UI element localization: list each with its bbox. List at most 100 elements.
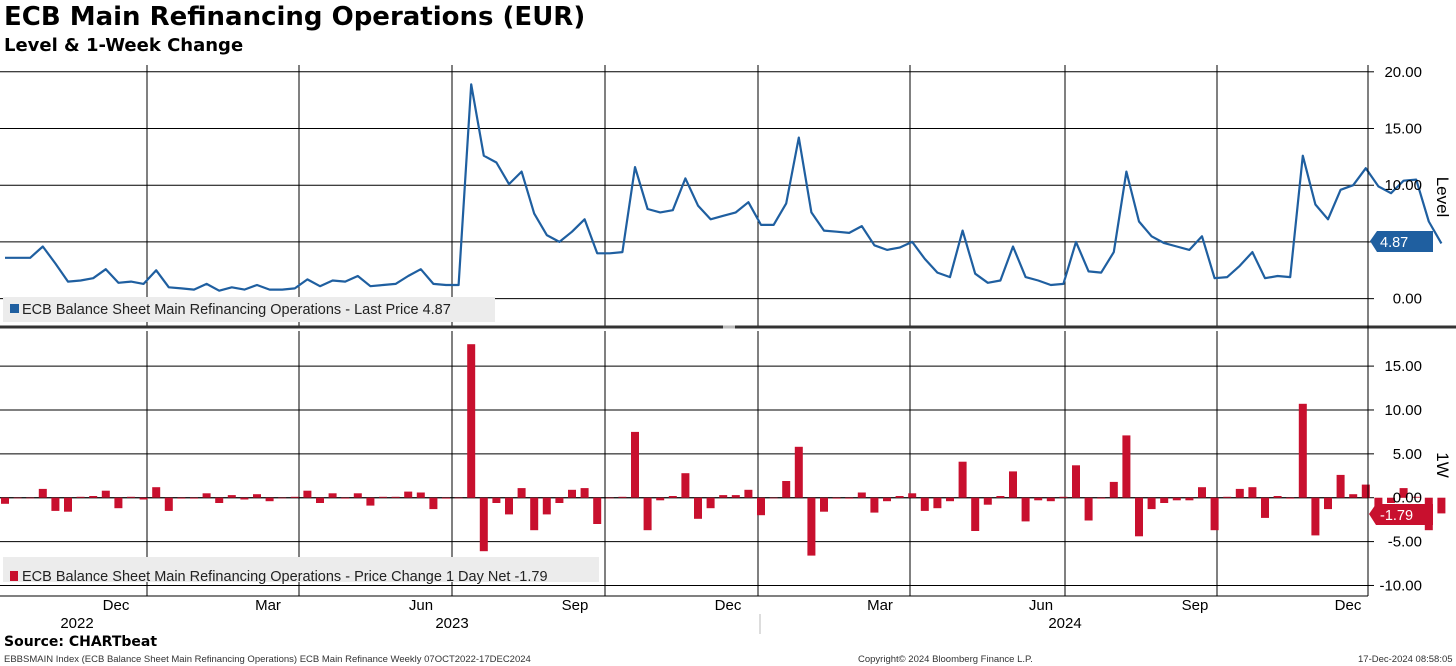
level-legend-box [3,297,495,322]
change-bar [278,497,287,499]
change-bar [1172,497,1181,501]
change-bar [1,497,9,504]
change-bar [253,494,261,498]
change-bar [1072,465,1080,498]
change-bar [656,497,665,501]
change-bar [1109,481,1118,498]
change-bar [757,497,765,516]
change-bar [845,497,854,499]
change-bar [1286,497,1295,499]
x-axis-month-labels: Dec Mar Jun Sep Dec Mar Jun Sep Dec [103,597,1362,614]
change-bar [227,495,236,498]
level-last-value-marker: 4.87 [1370,231,1433,252]
change-tick-label: 0.00 [1393,490,1422,507]
change-bar [101,490,110,498]
index-info: EBBSMAIN Index (ECB Balance Sheet Main R… [4,654,531,665]
change-bar [731,495,740,498]
copyright: Copyright© 2024 Bloomberg Finance L.P. [858,654,1033,665]
x-month-label: Mar [255,597,281,614]
change-bar [76,496,85,498]
change-tick-label: 15.00 [1384,358,1422,375]
level-tick-label: 10.00 [1384,177,1422,194]
source-label: Source: CHARTbeat [4,634,158,650]
level-legend-swatch [10,304,19,313]
change-bar [1223,496,1232,498]
change-bar [593,497,602,524]
change-bar [1034,497,1043,501]
level-line [5,83,1443,292]
change-bar [883,497,891,502]
change-bar [64,497,72,512]
change-bar [870,497,879,513]
change-bar [908,493,917,498]
change-bar [1135,497,1143,537]
change-bar [832,497,841,499]
x-month-label: Dec [715,597,742,614]
change-bar [668,496,677,498]
x-axis-year-labels: 2022 2023 2024 [60,615,1081,632]
panel-resize-handle [723,325,735,329]
change-bar [631,431,639,498]
change-bar [1097,497,1106,499]
chart-title: ECB Main Refinancing Operations (EUR) [4,2,586,32]
level-tick-label: 0.00 [1393,291,1422,308]
x-year-label: 2022 [60,615,93,632]
change-bar [568,489,576,498]
change-bar [492,497,501,503]
change-bar [643,497,652,531]
change-bar [1021,497,1030,522]
change-tick-label: 5.00 [1393,446,1422,463]
change-bar [1185,497,1194,501]
change-bar [1122,435,1131,498]
change-bar [1437,497,1446,514]
level-tick-label: 20.00 [1384,64,1422,81]
change-bar [505,497,513,515]
change-bar [139,497,148,500]
change-bar [618,496,627,498]
x-month-label: Dec [1335,597,1362,614]
change-bar [391,496,400,498]
change-bar [1235,488,1244,498]
level-axis-title: Level [1433,177,1452,218]
change-bar [694,497,702,519]
x-month-label: Sep [562,597,589,614]
change-bar [290,496,299,498]
change-bar [983,497,992,505]
x-month-label: Dec [103,597,130,614]
change-bar [719,495,728,498]
level-tick-label: 15.00 [1384,121,1422,138]
change-axis-title: 1W [1433,452,1452,478]
change-bar [794,446,803,498]
change-bar [190,497,198,499]
change-bar [38,488,47,498]
change-bar [366,497,375,506]
change-bar [1273,496,1282,498]
x-year-label: 2023 [435,615,468,632]
change-bar [1387,497,1395,503]
change-last-value-marker: -1.79 [1369,504,1433,525]
change-bar [555,497,564,503]
change-bar [958,461,967,498]
x-month-label: Jun [409,597,433,614]
change-bar [1210,497,1219,531]
change-bar [316,497,324,503]
change-bar [542,497,551,515]
change-legend: ECB Balance Sheet Main Refinancing Opera… [3,557,599,585]
change-bar [1361,484,1370,498]
change-panel: -10.00 -5.00 0.00 5.00 10.00 15.00 1W -1.79 E… [0,331,1452,596]
change-legend-box [3,557,599,582]
change-bar [13,497,22,499]
change-tick-label: 10.00 [1384,402,1422,419]
change-bar [820,497,828,512]
change-bar [920,497,929,511]
change-bar [580,488,589,498]
change-bar [442,497,450,499]
change-bar [479,497,488,552]
change-bar [706,497,715,509]
level-last-value-text: 4.87 [1380,235,1408,251]
change-bar [429,497,438,510]
change-bar [1349,494,1358,498]
chart-subtitle: Level & 1-Week Change [4,35,244,56]
